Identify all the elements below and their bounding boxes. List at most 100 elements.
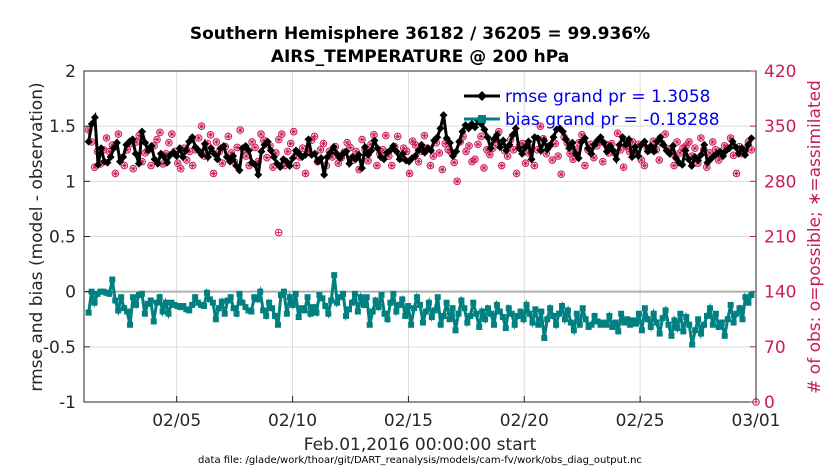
y2-axis-label: # of obs: o=possible; ∗=assimilated: [805, 80, 825, 394]
bias-point: [476, 323, 483, 330]
rmse-point: [301, 150, 310, 159]
rmse-point: [621, 140, 630, 149]
bias-point: [343, 312, 350, 319]
obs-asterisk: [234, 144, 240, 150]
obs-point: [346, 143, 354, 152]
obs-point: [212, 138, 221, 146]
obs-asterisk: [288, 141, 294, 147]
obs-point: [373, 161, 381, 170]
obs-asterisk: [558, 171, 564, 177]
rmse-point: [731, 143, 740, 152]
obs-asterisk: [531, 163, 537, 169]
bias-point: [360, 301, 367, 308]
obs-point: [120, 161, 129, 170]
obs-asterisk: [481, 165, 487, 171]
rmse-point: [640, 137, 649, 146]
rmse-point: [263, 137, 272, 146]
bias-point: [505, 305, 512, 312]
rmse-point: [188, 133, 197, 142]
bias-point: [227, 294, 234, 301]
bias-point: [733, 310, 740, 317]
rmse-point: [433, 133, 442, 142]
rmse-point: [744, 140, 753, 149]
obs-asterisk: [632, 151, 638, 157]
obs-point: [319, 139, 328, 148]
obs-asterisk: [386, 153, 392, 159]
obs-point: [316, 146, 325, 154]
rmse-point: [326, 148, 335, 157]
obs-asterisk: [439, 167, 445, 173]
rmse-point: [649, 147, 658, 156]
obs-point: [111, 169, 120, 178]
rmse-point: [251, 160, 260, 169]
bias-point: [425, 299, 432, 306]
bias-point: [686, 321, 693, 328]
bias-point: [706, 305, 713, 312]
obs-asterisk: [621, 164, 627, 170]
obs-point: [536, 122, 545, 130]
rmse-point: [483, 133, 492, 142]
obs-asterisk: [285, 148, 291, 154]
obs-point: [548, 156, 557, 164]
obs-asterisk: [291, 129, 297, 135]
bias-point: [106, 290, 113, 297]
bias-point: [272, 312, 279, 319]
rmse-point: [200, 139, 209, 148]
rmse-point: [276, 162, 285, 171]
obs-point: [405, 169, 414, 178]
obs-asterisk: [463, 148, 469, 154]
rmse-point: [213, 155, 222, 164]
bias-point: [570, 327, 577, 334]
bias-point: [709, 321, 716, 328]
rmse-point: [615, 140, 624, 149]
rmse-point: [584, 144, 593, 153]
bias-point: [446, 316, 453, 323]
legend-rmse-label: rmse grand pr = 1.3058: [505, 87, 710, 107]
obs-point: [530, 161, 539, 170]
obs-point: [581, 161, 589, 170]
rmse-point: [646, 142, 655, 151]
bias-point: [458, 297, 465, 304]
bias-point: [582, 316, 589, 323]
rmse-point: [389, 142, 398, 151]
bias-point: [588, 321, 595, 328]
rmse-point: [392, 147, 401, 156]
obs-asterisk: [404, 148, 410, 154]
y2-tick-label: 140: [764, 283, 796, 303]
obs-point: [640, 161, 649, 170]
x-tick-label: 02/15: [384, 411, 433, 431]
obs-asterisk: [317, 147, 323, 153]
bias-point: [624, 316, 631, 323]
rmse-point: [244, 146, 253, 155]
bias-point: [730, 319, 737, 326]
rmse-point: [599, 138, 608, 147]
bias-point: [224, 297, 231, 304]
obs-point: [301, 169, 310, 178]
rmse-point: [524, 137, 533, 146]
bias-point: [632, 320, 639, 327]
bias-point: [289, 301, 296, 308]
rmse-point: [687, 161, 696, 170]
bias-point: [132, 301, 139, 308]
bias-point: [396, 301, 403, 308]
obs-asterisk: [190, 163, 196, 169]
bias-point: [153, 299, 160, 306]
obs-point: [732, 169, 741, 178]
obs-asterisk: [505, 153, 511, 159]
bias-point: [556, 310, 563, 317]
bias-point: [573, 310, 580, 317]
bias-point: [452, 327, 459, 334]
obs-asterisk: [525, 150, 531, 156]
bias-point: [437, 321, 444, 328]
obs-asterisk: [716, 157, 722, 163]
rmse-point: [536, 146, 545, 155]
y-tick-label: 1.5: [49, 117, 76, 137]
bias-point: [381, 310, 388, 317]
bias-point: [514, 312, 521, 319]
legend-bias-marker: [478, 115, 486, 123]
bias-point: [715, 323, 722, 330]
obs-asterisk: [255, 159, 261, 165]
bias-point: [511, 321, 518, 328]
chart-subtitle: AIRS_TEMPERATURE @ 200 hPa: [271, 47, 569, 67]
bias-point: [266, 299, 273, 306]
